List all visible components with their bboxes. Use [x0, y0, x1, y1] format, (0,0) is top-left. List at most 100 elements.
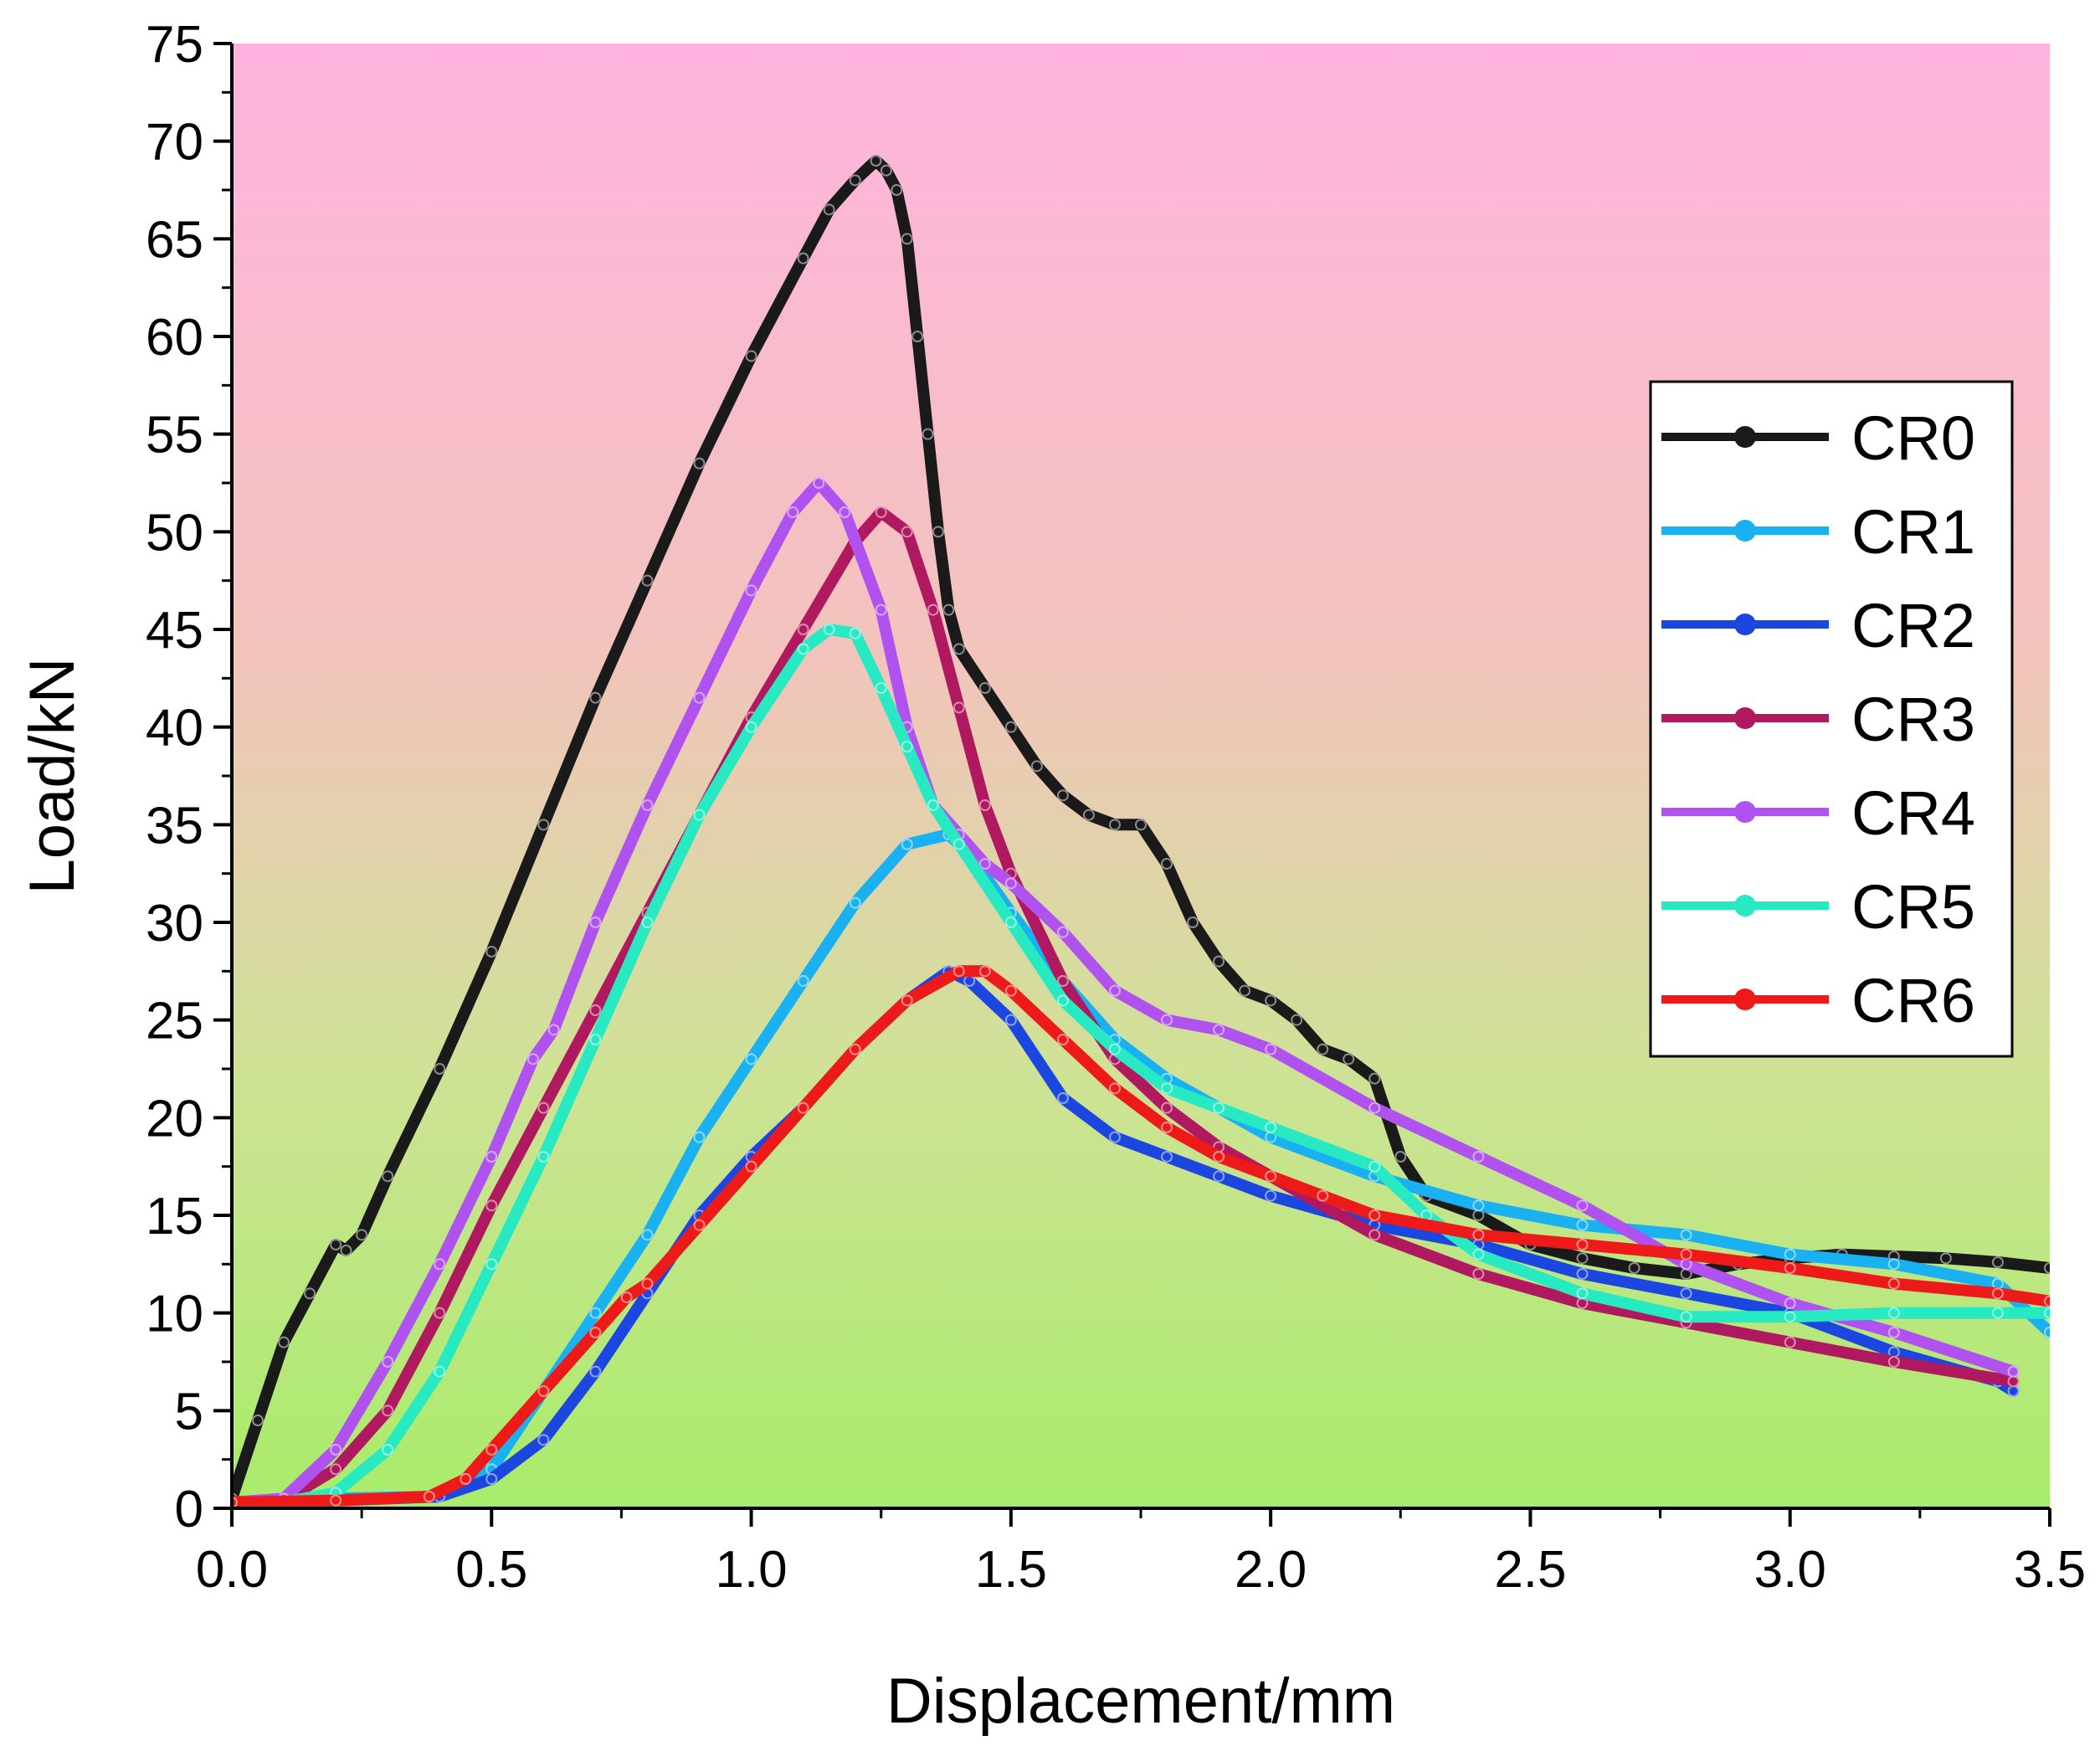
data-point	[1056, 789, 1069, 802]
data-point	[1784, 1297, 1796, 1309]
data-point	[1030, 760, 1043, 773]
data-point	[1108, 984, 1121, 997]
data-point	[485, 946, 498, 958]
data-point	[1213, 1170, 1225, 1183]
y-tick-label: 50	[146, 504, 203, 562]
data-point	[927, 603, 939, 616]
data-point	[1784, 1248, 1796, 1261]
y-tick-label: 55	[146, 407, 203, 465]
legend-label: CR1	[1851, 497, 1975, 567]
y-tick-label: 10	[146, 1286, 203, 1343]
data-point	[1576, 1239, 1589, 1250]
legend-item-CR1: CR1	[1661, 497, 1975, 567]
data-point	[252, 1415, 264, 1426]
data-point	[952, 965, 965, 978]
data-point	[526, 1053, 539, 1065]
x-tick-label: 0.0	[196, 1541, 268, 1599]
data-point	[2007, 1385, 2020, 1397]
data-point	[1576, 1219, 1589, 1231]
data-point	[1472, 1199, 1485, 1212]
data-point	[1576, 1252, 1589, 1265]
data-point	[797, 1101, 809, 1114]
data-point	[589, 1307, 602, 1319]
y-tick-label: 35	[146, 797, 203, 855]
data-point	[745, 584, 757, 597]
data-point	[1056, 926, 1069, 938]
legend-marker	[1734, 707, 1756, 729]
data-point	[330, 1494, 342, 1507]
data-point	[1004, 877, 1017, 890]
data-point	[641, 917, 654, 928]
legend-label: CR3	[1851, 685, 1975, 754]
data-point	[823, 203, 835, 216]
data-point	[2007, 1375, 2020, 1388]
data-point	[589, 691, 602, 704]
data-point	[1161, 1014, 1173, 1026]
data-point	[813, 477, 825, 489]
data-point	[1784, 1336, 1796, 1348]
data-point	[1161, 1151, 1173, 1163]
data-point	[2044, 1327, 2050, 1338]
data-point	[1784, 1262, 1796, 1274]
data-point	[978, 682, 991, 694]
data-point	[932, 526, 944, 538]
data-point	[901, 741, 913, 752]
x-tick-label: 3.0	[1754, 1541, 1826, 1599]
data-point	[1991, 1277, 2004, 1290]
data-point	[1108, 1082, 1121, 1095]
data-point	[1576, 1287, 1589, 1300]
data-point	[1265, 1189, 1277, 1202]
series-layer	[232, 155, 2050, 1508]
y-tick-label: 15	[146, 1188, 203, 1245]
data-point	[434, 1258, 446, 1271]
y-tick-label: 65	[146, 211, 203, 269]
data-point	[1161, 1101, 1173, 1114]
legend: CR0 CR1 CR2 CR3 CR4 CR5 CR6	[1649, 380, 2014, 1058]
data-point	[849, 1043, 861, 1055]
data-point	[460, 1473, 472, 1485]
x-tick-label: 1.0	[715, 1541, 787, 1599]
data-point	[797, 643, 809, 655]
data-point	[901, 526, 913, 538]
data-point	[1004, 721, 1017, 733]
data-point	[922, 428, 934, 440]
data-point	[1161, 1082, 1173, 1095]
data-point	[745, 1160, 757, 1173]
data-point	[1213, 1151, 1225, 1163]
y-tick-label: 5	[175, 1383, 203, 1440]
y-tick-label: 20	[146, 1090, 203, 1148]
data-point	[1108, 819, 1121, 831]
data-point	[1368, 1209, 1381, 1221]
data-point	[1056, 975, 1069, 987]
data-point	[978, 965, 991, 978]
y-tick-label: 70	[146, 114, 203, 172]
data-point	[537, 1151, 550, 1163]
data-point	[952, 701, 965, 714]
data-point	[537, 1434, 550, 1446]
data-point	[382, 1170, 394, 1183]
data-point	[485, 1258, 498, 1271]
data-point	[434, 1063, 446, 1075]
y-axis-title: Load/kN	[17, 657, 88, 894]
data-point	[745, 350, 757, 362]
data-point	[1108, 1131, 1121, 1143]
data-point	[589, 1365, 602, 1378]
data-point	[641, 1229, 654, 1241]
data-point	[537, 1101, 550, 1114]
data-point	[880, 164, 892, 177]
data-point	[901, 994, 913, 1007]
data-point	[485, 1473, 498, 1485]
data-point	[1317, 1043, 1329, 1055]
data-point	[2044, 1262, 2050, 1274]
data-point	[1887, 1307, 1900, 1319]
data-point	[1265, 1122, 1277, 1133]
legend-label: CR4	[1851, 778, 1975, 848]
data-point	[849, 627, 861, 639]
data-point	[330, 1463, 342, 1476]
x-tick-label: 2.0	[1235, 1541, 1307, 1599]
legend-marker	[1734, 801, 1756, 823]
data-point	[952, 838, 965, 850]
data-point	[849, 896, 861, 909]
data-point	[942, 603, 955, 616]
data-point	[797, 624, 809, 635]
